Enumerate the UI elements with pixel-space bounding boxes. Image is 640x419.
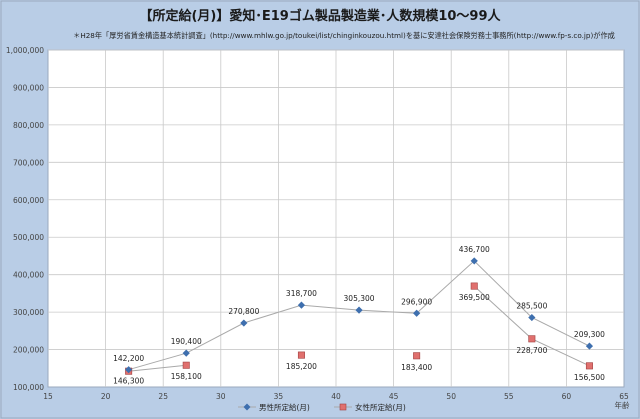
x-tick-label: 45 bbox=[389, 392, 399, 401]
x-tick-label: 50 bbox=[446, 392, 456, 401]
series-group: 146,300 190,400 270,800 318,700 305,300 296,9… bbox=[113, 245, 605, 386]
female-data-label: 183,400 bbox=[401, 363, 432, 372]
y-tick-label: 800,000 bbox=[13, 121, 44, 130]
female-point bbox=[182, 361, 190, 369]
male-data-label: 209,300 bbox=[574, 330, 605, 339]
female-series-line bbox=[128, 364, 187, 372]
x-tick-label: 25 bbox=[158, 392, 168, 401]
male-point bbox=[528, 313, 536, 322]
male-data-label: 146,300 bbox=[113, 377, 144, 386]
y-tick-label: 300,000 bbox=[13, 308, 44, 317]
legend: 男性所定給(月) 女性所定給(月) bbox=[238, 402, 406, 412]
male-data-label: 285,500 bbox=[516, 302, 547, 311]
male-point bbox=[125, 366, 133, 374]
legend-male-label: 男性所定給(月) bbox=[259, 402, 310, 412]
female-point bbox=[528, 335, 536, 343]
source-note: ＊H28年「厚労省賃金構造基本統計調査」(http://www.mhlw.go.… bbox=[73, 31, 615, 40]
male-point bbox=[470, 257, 478, 265]
male-point bbox=[413, 309, 421, 317]
male-data-label: 296,900 bbox=[401, 297, 432, 306]
x-tick-label: 40 bbox=[331, 392, 341, 401]
y-axis: 100,000 200,000 300,000 400,000 500,000 600,0… bbox=[6, 46, 44, 392]
x-tick-label: 20 bbox=[101, 392, 111, 401]
male-data-label: 270,800 bbox=[228, 307, 259, 316]
x-tick-label: 30 bbox=[216, 392, 226, 401]
x-tick-label: 65 bbox=[619, 392, 629, 401]
x-axis: 15 20 25 30 35 40 45 50 55 60 65 bbox=[43, 392, 629, 401]
female-data-label: 228,700 bbox=[516, 346, 547, 355]
x-tick-label: 35 bbox=[274, 392, 284, 401]
y-tick-label: 400,000 bbox=[13, 271, 44, 280]
y-tick-label: 500,000 bbox=[13, 233, 44, 242]
male-data-label: 318,700 bbox=[286, 289, 317, 298]
y-tick-label: 700,000 bbox=[13, 158, 44, 167]
y-tick-label: 200,000 bbox=[13, 346, 44, 355]
legend-female-label: 女性所定給(月) bbox=[355, 402, 406, 412]
x-tick-label: 60 bbox=[562, 392, 572, 401]
female-data-label: 185,200 bbox=[286, 362, 317, 371]
female-data-label: 156,500 bbox=[574, 373, 605, 382]
female-point bbox=[470, 282, 478, 290]
female-point bbox=[413, 352, 421, 360]
female-data-label: 158,100 bbox=[171, 372, 202, 381]
y-tick-label: 600,000 bbox=[13, 196, 44, 205]
chart-title: 【所定給(月)】愛知･E19ゴム製品製造業･人数規模10～99人 bbox=[139, 8, 501, 24]
y-tick-label: 100,000 bbox=[13, 383, 44, 392]
male-point bbox=[240, 319, 248, 327]
male-point bbox=[355, 306, 363, 314]
y-tick-label: 900,000 bbox=[13, 83, 44, 92]
male-point bbox=[585, 342, 594, 350]
male-data-label: 305,300 bbox=[344, 294, 375, 303]
male-data-label: 190,400 bbox=[171, 337, 202, 346]
x-axis-label: 年齢 bbox=[615, 400, 630, 410]
x-tick-label: 55 bbox=[504, 392, 514, 401]
x-tick-label: 15 bbox=[43, 392, 53, 401]
male-point bbox=[182, 349, 190, 357]
female-point bbox=[297, 351, 305, 359]
legend-female-marker bbox=[339, 403, 347, 411]
female-point bbox=[585, 362, 593, 370]
female-data-label: 369,500 bbox=[459, 293, 490, 302]
male-data-label: 436,700 bbox=[459, 245, 490, 254]
grid-lines bbox=[48, 49, 624, 387]
male-point bbox=[297, 301, 306, 309]
y-tick-label: 1,000,000 bbox=[6, 46, 44, 55]
female-data-label: 142,200 bbox=[113, 354, 144, 363]
legend-male-marker bbox=[243, 403, 251, 411]
